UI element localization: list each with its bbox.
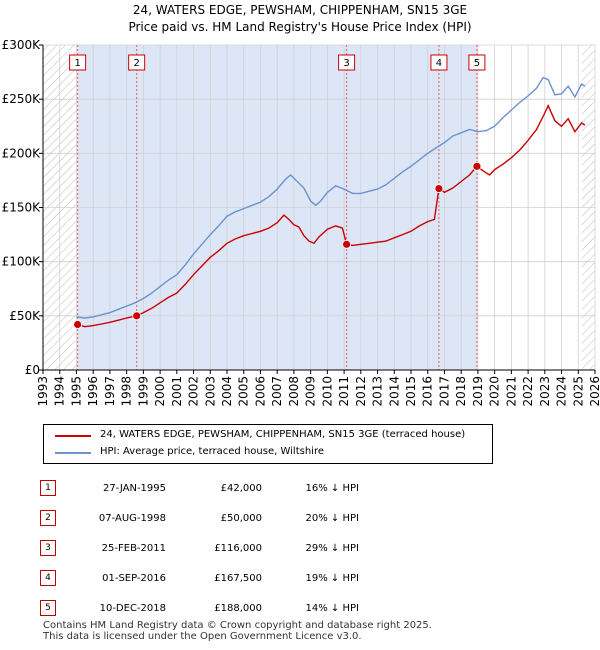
- sale-number-badge: 2: [40, 510, 56, 526]
- sale-label: 3: [343, 58, 349, 69]
- sale-number-badge: 5: [40, 600, 56, 616]
- table-row: 1 27-JAN-1995 £42,000 16% ↓ HPI: [40, 473, 359, 503]
- legend-item-hpi: HPI: Average price, terraced house, Wilt…: [44, 445, 492, 461]
- sale-price: £42,000: [220, 482, 262, 494]
- footer-license: This data is licensed under the Open Gov…: [43, 631, 362, 642]
- sale-number-badge: 1: [40, 480, 56, 496]
- x-tick-label: 2000: [153, 376, 167, 407]
- sale-label-box: [128, 54, 146, 71]
- x-tick-label: 2010: [320, 376, 334, 407]
- x-tick-label: 2023: [538, 376, 552, 407]
- sales-table: 1 27-JAN-1995 £42,000 16% ↓ HPI 2 07-AUG…: [40, 473, 359, 623]
- x-tick-label: 2014: [387, 376, 401, 407]
- property-price-line: [77, 104, 586, 328]
- x-tick-label: 2005: [237, 376, 251, 407]
- sale-hpi-diff: 29% ↓ HPI: [305, 542, 359, 554]
- x-tick-label: 1994: [53, 376, 67, 407]
- y-tick-label: £50K: [9, 309, 41, 323]
- sale-label: 5: [474, 58, 480, 69]
- x-tick-label: 2013: [371, 376, 385, 407]
- table-row: 5 10-DEC-2018 £188,000 14% ↓ HPI: [40, 593, 359, 623]
- x-tick-label: 2021: [504, 376, 518, 407]
- x-tick-label: 2020: [488, 376, 502, 407]
- x-tick-label: 2016: [421, 376, 435, 407]
- x-tick-label: 2022: [521, 376, 535, 407]
- legend-label-property: 24, WATERS EDGE, PEWSHAM, CHIPPENHAM, SN…: [100, 429, 466, 440]
- x-tick-label: 2011: [337, 376, 351, 407]
- x-tick-label: 1999: [136, 376, 150, 407]
- x-tick-label: 2003: [203, 376, 217, 407]
- x-tick-label: 2012: [354, 376, 368, 407]
- table-row: 3 25-FEB-2011 £116,000 29% ↓ HPI: [40, 533, 359, 563]
- sale-hpi-diff: 16% ↓ HPI: [305, 482, 359, 494]
- sale-date: 07-AUG-1998: [98, 512, 166, 524]
- sale-date: 01-SEP-2016: [102, 572, 166, 584]
- y-tick-label: £300K: [2, 38, 42, 52]
- x-tick-label: 1993: [36, 376, 50, 407]
- legend-swatch-property: [55, 435, 91, 437]
- sale-point: [472, 161, 482, 171]
- sale-date: 10-DEC-2018: [99, 602, 166, 614]
- sale-label: 1: [74, 58, 80, 69]
- x-tick-label: 2002: [187, 376, 201, 407]
- x-tick-label: 2026: [588, 376, 600, 407]
- sale-number-badge: 3: [40, 540, 56, 556]
- x-tick-label: 1997: [103, 376, 117, 407]
- legend-item-property: 24, WATERS EDGE, PEWSHAM, CHIPPENHAM, SN…: [44, 428, 492, 444]
- y-tick-label: £150K: [2, 201, 42, 215]
- sale-label-box: [69, 54, 87, 71]
- footer: Contains HM Land Registry data © Crown c…: [43, 620, 432, 642]
- sale-price: £116,000: [214, 542, 262, 554]
- sale-hpi-diff: 20% ↓ HPI: [305, 512, 359, 524]
- sale-point: [73, 320, 83, 329]
- sale-hpi-diff: 14% ↓ HPI: [305, 602, 359, 614]
- x-tick-label: 1998: [120, 376, 134, 407]
- chart-subtitle: Price paid vs. HM Land Registry's House …: [128, 20, 472, 34]
- x-tick-label: 1996: [86, 376, 100, 407]
- x-tick-label: 2009: [304, 376, 318, 407]
- sale-label-box: [338, 54, 356, 71]
- y-tick-label: £250K: [2, 92, 42, 106]
- legend-swatch-hpi: [55, 452, 91, 454]
- sale-label-box: [468, 54, 486, 71]
- x-tick-label: 2018: [454, 376, 468, 407]
- x-tick-label: 2004: [220, 376, 234, 407]
- sale-point: [342, 239, 352, 249]
- sale-date: 27-JAN-1995: [102, 482, 166, 494]
- hpi-line: [76, 76, 586, 319]
- x-tick-label: 2025: [571, 376, 585, 407]
- sale-price: £167,500: [214, 572, 262, 584]
- sale-hpi-diff: 19% ↓ HPI: [305, 572, 359, 584]
- y-tick-label: £100K: [2, 255, 42, 269]
- x-tick-label: 2019: [471, 376, 485, 407]
- sale-price: £50,000: [220, 512, 262, 524]
- price-chart: 1 2 3 4 5 £0 £50K £100K £150K £200K £250K £300K 199…: [2, 38, 600, 407]
- x-tick-label: 2006: [253, 376, 267, 407]
- table-row: 4 01-SEP-2016 £167,500 19% ↓ HPI: [40, 563, 359, 593]
- x-tick-label: 2015: [404, 376, 418, 407]
- sale-price: £188,000: [214, 602, 262, 614]
- table-row: 2 07-AUG-1998 £50,000 20% ↓ HPI: [40, 503, 359, 533]
- sale-label-box: [430, 54, 448, 71]
- sale-number-badge: 4: [40, 570, 56, 586]
- x-tick-label: 2024: [555, 376, 569, 407]
- x-tick-label: 2017: [437, 376, 451, 407]
- sale-label: 4: [436, 58, 442, 69]
- chart-title: 24, WATERS EDGE, PEWSHAM, CHIPPENHAM, SN…: [132, 3, 468, 17]
- x-tick-label: 2001: [170, 376, 184, 407]
- y-tick-label: £0: [25, 363, 40, 377]
- sale-point: [434, 184, 444, 193]
- legend: 24, WATERS EDGE, PEWSHAM, CHIPPENHAM, SN…: [43, 424, 493, 464]
- x-tick-label: 2007: [270, 376, 284, 407]
- sale-date: 25-FEB-2011: [101, 542, 166, 554]
- x-tick-label: 2008: [287, 376, 301, 407]
- sale-label: 2: [133, 58, 139, 69]
- sale-point: [132, 311, 142, 321]
- footer-copyright: Contains HM Land Registry data © Crown c…: [43, 620, 432, 631]
- x-tick-label: 1995: [69, 376, 83, 407]
- y-tick-label: £200K: [2, 146, 42, 160]
- legend-label-hpi: HPI: Average price, terraced house, Wilt…: [100, 446, 324, 457]
